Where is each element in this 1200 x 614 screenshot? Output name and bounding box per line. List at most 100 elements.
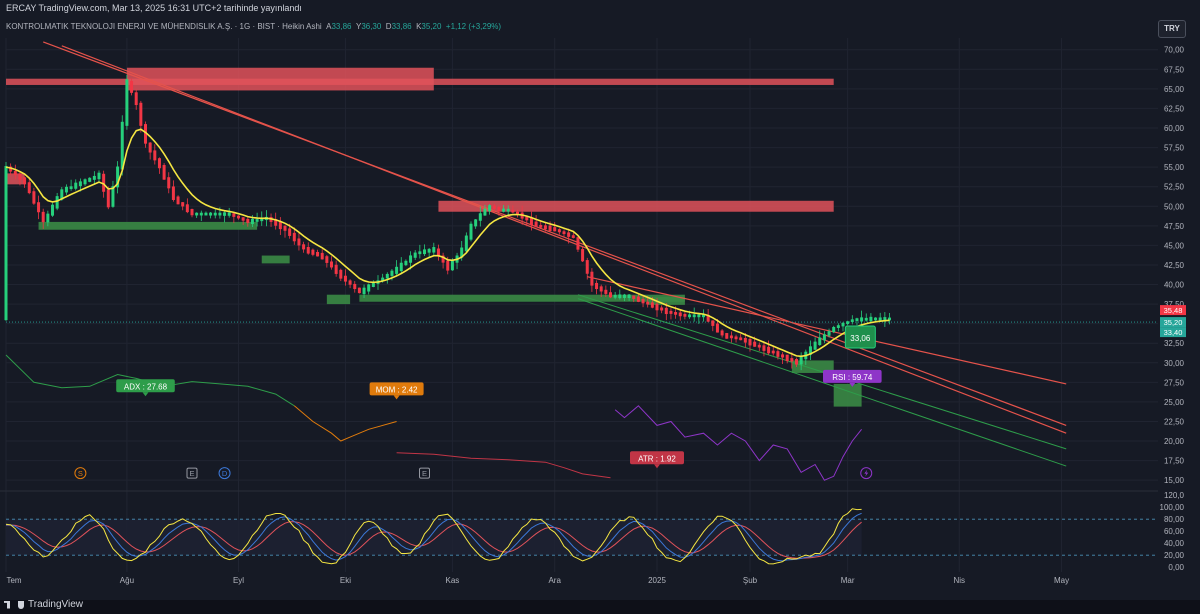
tradingview-logo[interactable]: TradingView bbox=[4, 599, 83, 610]
candle-body bbox=[660, 307, 664, 311]
exchange-label: BIST bbox=[257, 22, 275, 31]
candle-body bbox=[306, 246, 310, 254]
candle-body bbox=[432, 247, 436, 253]
price-tick-label: 52,50 bbox=[1164, 183, 1185, 192]
candle-body bbox=[83, 179, 87, 185]
candle-body bbox=[395, 266, 399, 274]
candle-body bbox=[450, 260, 454, 271]
candle-body bbox=[167, 177, 171, 189]
candle-body bbox=[353, 283, 357, 290]
time-tick-label: Eki bbox=[340, 576, 351, 585]
current-price-label-bg bbox=[1160, 317, 1186, 328]
candle-body bbox=[237, 215, 240, 219]
candle-body bbox=[325, 256, 329, 263]
lightning-glyph bbox=[864, 469, 869, 477]
footer-strip bbox=[0, 600, 1200, 614]
candle-body bbox=[97, 172, 101, 180]
tv-logo-icon bbox=[4, 600, 10, 609]
event-marker-box bbox=[186, 467, 198, 479]
candle-body bbox=[190, 209, 194, 216]
candle-body bbox=[92, 175, 96, 180]
candle-body bbox=[176, 196, 180, 205]
stoch-d-line bbox=[6, 512, 862, 562]
candle-body bbox=[288, 228, 292, 236]
oscillator-tick-label: 80,00 bbox=[1164, 515, 1185, 524]
candle-body bbox=[548, 225, 552, 231]
support-zone bbox=[38, 221, 258, 230]
candle-body bbox=[423, 249, 426, 255]
candle-body bbox=[213, 212, 217, 216]
candle-body bbox=[260, 217, 264, 222]
candle-body bbox=[729, 335, 733, 339]
candle-body bbox=[343, 275, 347, 282]
oscillator-band-fill bbox=[6, 519, 862, 556]
price-tick-label: 70,00 bbox=[1164, 46, 1185, 55]
candle-body bbox=[715, 323, 719, 333]
open-value: 33,86 bbox=[331, 22, 352, 31]
price-tick-label: 22,50 bbox=[1164, 417, 1185, 426]
candle-body bbox=[822, 334, 826, 341]
chart-style-label[interactable]: Heikin Ashi bbox=[282, 22, 322, 31]
price-tick-label: 62,50 bbox=[1164, 104, 1185, 113]
candle-body bbox=[609, 292, 612, 298]
candle-body bbox=[250, 218, 254, 225]
indicator-label-bg bbox=[823, 369, 882, 383]
candle-body bbox=[613, 294, 617, 298]
indicator-label-pointer bbox=[142, 392, 149, 397]
candle-body bbox=[846, 321, 850, 325]
candle-body bbox=[316, 251, 320, 257]
ema-value-tag-text: 33,06 bbox=[850, 334, 871, 343]
interval-label[interactable]: 1G bbox=[239, 22, 251, 31]
candle-body bbox=[404, 260, 408, 266]
channel-line bbox=[577, 294, 1067, 450]
currency-button[interactable]: TRY bbox=[1158, 20, 1186, 38]
indicator-label-text: MOM : 2.42 bbox=[376, 385, 418, 394]
candle-body bbox=[209, 212, 213, 216]
candle-body bbox=[655, 303, 659, 311]
price-tick-label: 40,00 bbox=[1164, 281, 1185, 290]
candle-body bbox=[836, 325, 840, 328]
candle-body bbox=[399, 262, 403, 272]
candle-body bbox=[37, 202, 41, 213]
indicator-label-pointer bbox=[654, 464, 660, 469]
oscillator-tick-label: 20,00 bbox=[1164, 551, 1185, 560]
indicator-label-text: ADX : 27.68 bbox=[124, 382, 168, 391]
candle-body bbox=[130, 80, 134, 93]
candle-body bbox=[339, 269, 343, 279]
candle-body bbox=[832, 326, 836, 333]
indicator-label-pointer bbox=[849, 382, 856, 387]
low-value: 33,86 bbox=[391, 22, 412, 31]
candle-body bbox=[502, 208, 506, 212]
candle-body bbox=[669, 310, 673, 314]
price-axis: 70,00 67,50 65,00 62,50 60,00 57,50 55,00 52,50… bbox=[1158, 32, 1200, 494]
candle-body bbox=[418, 251, 422, 255]
candle-body bbox=[474, 219, 478, 227]
candle-body bbox=[590, 271, 594, 286]
candle-body bbox=[195, 212, 199, 216]
ema-value-tag: 33,06 bbox=[844, 325, 876, 349]
candle-body bbox=[278, 221, 282, 230]
price-tick-label: 37,50 bbox=[1164, 300, 1185, 309]
current-price-label: 33,40 bbox=[1160, 327, 1186, 338]
candle-body bbox=[860, 317, 864, 322]
candle-body bbox=[232, 213, 236, 217]
candle-body bbox=[813, 341, 817, 350]
price-tick-label: 65,00 bbox=[1164, 85, 1185, 94]
candle-body bbox=[199, 212, 203, 216]
candle-body bbox=[604, 289, 608, 294]
candle-body bbox=[227, 212, 231, 216]
candle-body bbox=[88, 177, 92, 182]
candle-body bbox=[185, 204, 189, 213]
candle-body bbox=[334, 264, 338, 274]
candle-body bbox=[650, 302, 654, 308]
price-tick-label: 27,50 bbox=[1164, 378, 1185, 387]
symbol-name[interactable]: KONTROLMATIK TEKNOLOJI ENERJI VE MÜHENDI… bbox=[6, 22, 233, 31]
candle-body bbox=[734, 336, 738, 340]
candle-body bbox=[385, 273, 389, 279]
candle-body bbox=[771, 350, 775, 354]
candle-body bbox=[492, 205, 496, 209]
candle-body bbox=[297, 238, 301, 246]
stoch-k-line bbox=[5, 508, 862, 565]
candle-body bbox=[562, 231, 566, 235]
